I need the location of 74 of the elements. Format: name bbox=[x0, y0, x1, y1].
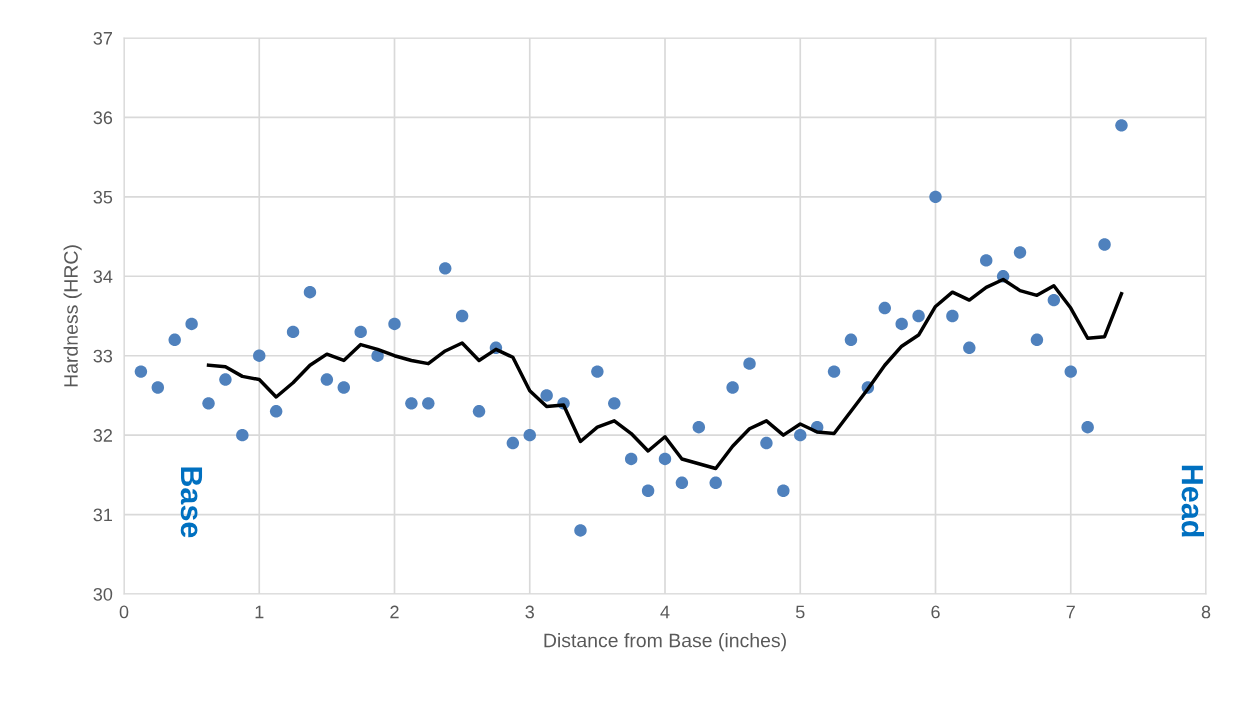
point bbox=[574, 524, 587, 537]
x-tick-label: 1 bbox=[255, 605, 264, 619]
y-tick-label: 30 bbox=[93, 587, 113, 601]
point bbox=[388, 317, 401, 331]
point bbox=[202, 397, 215, 410]
point bbox=[219, 373, 232, 386]
point bbox=[236, 428, 249, 442]
point bbox=[269, 405, 283, 418]
y-tick-label: 35 bbox=[93, 190, 113, 204]
y-axis-title: Hardness (HRC) bbox=[63, 245, 82, 387]
point bbox=[134, 365, 148, 378]
point bbox=[320, 373, 334, 386]
point bbox=[506, 436, 520, 450]
point bbox=[878, 301, 891, 315]
point bbox=[185, 317, 198, 331]
point bbox=[794, 428, 807, 442]
x-tick-label: 8 bbox=[1201, 605, 1211, 619]
point bbox=[405, 397, 418, 410]
y-tick-label: 36 bbox=[93, 111, 113, 125]
point bbox=[439, 262, 452, 275]
point bbox=[1081, 420, 1094, 434]
point bbox=[1030, 333, 1044, 347]
x-tick-label: 5 bbox=[795, 605, 805, 619]
point bbox=[286, 325, 300, 339]
point bbox=[675, 476, 689, 490]
point bbox=[1064, 365, 1077, 378]
point bbox=[472, 405, 486, 418]
point bbox=[658, 452, 672, 466]
point bbox=[151, 381, 165, 394]
annotation: Base bbox=[180, 467, 203, 538]
point bbox=[1047, 293, 1061, 307]
point bbox=[743, 357, 756, 370]
point bbox=[303, 285, 317, 299]
point bbox=[1115, 119, 1128, 132]
y-tick-label: 32 bbox=[93, 429, 112, 442]
point bbox=[980, 254, 993, 267]
point bbox=[692, 420, 706, 434]
point bbox=[591, 365, 604, 378]
point bbox=[540, 389, 553, 402]
y-tick-label: 31 bbox=[93, 508, 113, 522]
x-tick-label: 2 bbox=[390, 605, 399, 619]
point bbox=[946, 309, 959, 323]
y-tick-label: 33 bbox=[93, 349, 113, 363]
point bbox=[337, 381, 350, 394]
point bbox=[760, 436, 773, 450]
x-tick-label: 0 bbox=[119, 605, 129, 619]
y-tick-label: 34 bbox=[93, 270, 113, 284]
x-tick-label: 3 bbox=[525, 605, 534, 619]
point bbox=[929, 190, 942, 204]
x-axis-title: Distance from Base (inches) bbox=[544, 633, 786, 652]
x-tick-label: 7 bbox=[1066, 605, 1075, 619]
point bbox=[1013, 246, 1027, 259]
point bbox=[709, 476, 722, 490]
annotation: Head bbox=[1181, 465, 1205, 537]
point bbox=[844, 333, 858, 347]
point bbox=[624, 452, 638, 466]
point bbox=[963, 341, 976, 354]
point bbox=[422, 397, 435, 410]
point bbox=[641, 484, 655, 497]
point bbox=[726, 381, 739, 394]
point bbox=[168, 333, 181, 347]
point bbox=[253, 349, 266, 362]
point bbox=[608, 397, 621, 410]
x-tick-label: 4 bbox=[660, 605, 670, 619]
point bbox=[827, 365, 841, 378]
point bbox=[777, 484, 790, 497]
y-tick-label: 37 bbox=[93, 31, 112, 45]
point bbox=[1098, 238, 1111, 251]
point bbox=[912, 309, 925, 323]
point bbox=[523, 428, 536, 442]
point bbox=[455, 309, 469, 323]
point bbox=[895, 317, 908, 331]
point bbox=[354, 325, 367, 339]
x-tick-label: 6 bbox=[931, 605, 940, 619]
